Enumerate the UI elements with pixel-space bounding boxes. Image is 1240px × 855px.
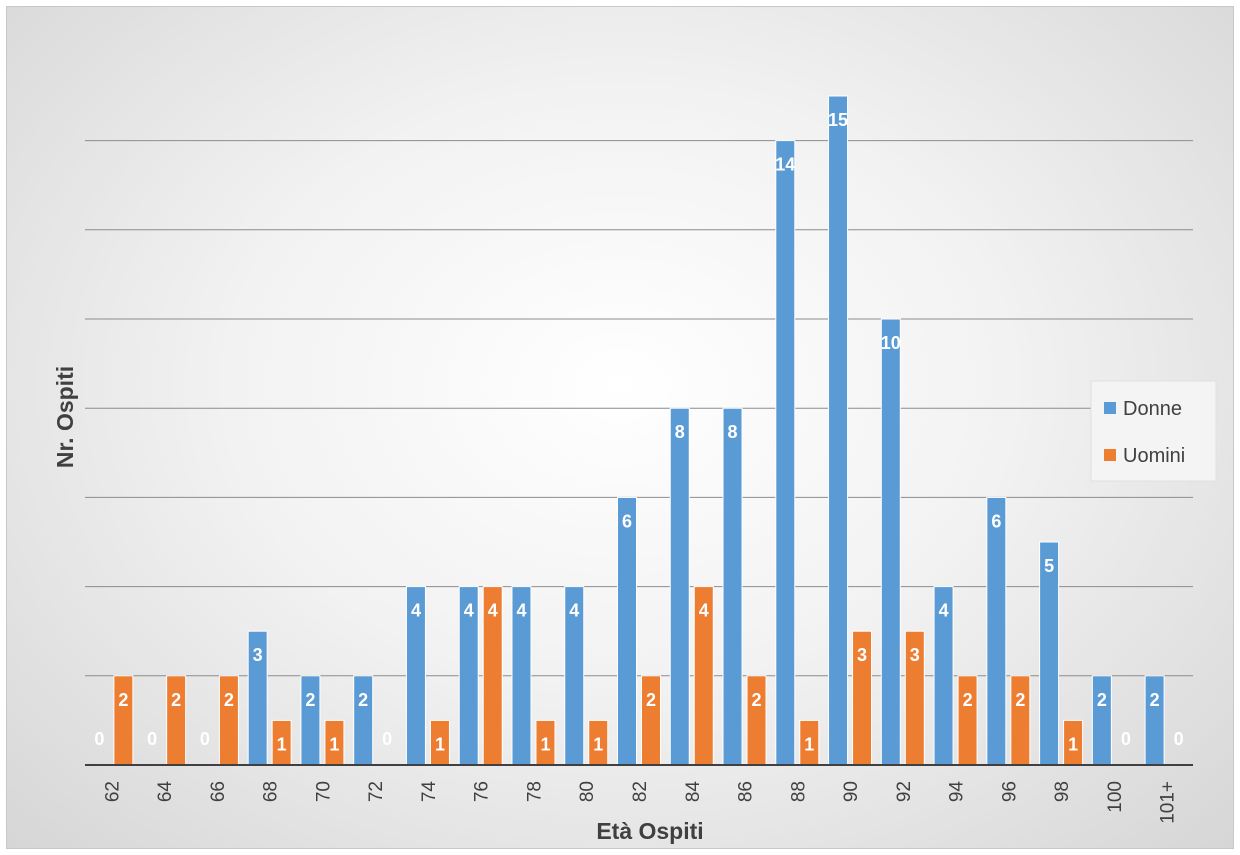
data-label-donne-92: 10 <box>881 333 901 353</box>
x-axis-title: Età Ospiti <box>596 818 703 844</box>
data-label-donne-72: 2 <box>358 690 368 710</box>
data-label-uomini-70: 1 <box>329 734 339 754</box>
data-label-donne-78: 4 <box>516 601 526 621</box>
data-label-uomini-72: 0 <box>382 729 392 749</box>
data-label-uomini-84: 4 <box>699 601 709 621</box>
data-label-uomini-86: 2 <box>752 690 762 710</box>
data-label-uomini-68: 1 <box>277 734 287 754</box>
x-tick-label: 92 <box>894 781 915 802</box>
x-tick-label: 80 <box>577 781 598 802</box>
data-label-uomini-101+: 0 <box>1174 729 1184 749</box>
data-label-donne-74: 4 <box>411 601 421 621</box>
bar-donne-92 <box>880 318 901 766</box>
x-tick-label: 86 <box>736 781 757 802</box>
x-tick-label: 66 <box>208 781 229 802</box>
data-label-donne-90: 15 <box>828 110 848 130</box>
data-label-uomini-92: 3 <box>910 645 920 665</box>
data-label-uomini-88: 1 <box>804 734 814 754</box>
data-label-uomini-90: 3 <box>857 645 867 665</box>
x-tick-label: 90 <box>841 781 862 802</box>
data-label-uomini-100: 0 <box>1121 729 1131 749</box>
data-label-donne-64: 0 <box>147 729 157 749</box>
x-tick-label: 70 <box>313 781 334 802</box>
gridlines <box>85 140 1193 677</box>
data-label-uomini-82: 2 <box>646 690 656 710</box>
x-tick-label: 72 <box>366 781 387 802</box>
x-tick-label: 88 <box>788 781 809 802</box>
data-label-donne-96: 6 <box>991 511 1001 531</box>
legend-swatch-donne <box>1104 402 1116 414</box>
data-label-donne-82: 6 <box>622 511 632 531</box>
x-tick-label: 84 <box>683 781 704 803</box>
x-tick-labels: 62 64 66 68 70 72 74 76 78 80 82 84 86 88 90 92 94 96 98 10… <box>102 781 1178 824</box>
x-tick-label: 64 <box>155 781 176 803</box>
data-label-donne-68: 3 <box>253 645 263 665</box>
x-tick-label: 76 <box>472 781 493 802</box>
data-label-uomini-74: 1 <box>435 734 445 754</box>
x-tick-label: 82 <box>630 781 651 802</box>
bar-donne-88 <box>775 140 796 766</box>
data-label-uomini-98: 1 <box>1068 734 1078 754</box>
x-tick-label: 74 <box>419 781 440 803</box>
data-label-donne-76: 4 <box>464 601 474 621</box>
data-label-donne-80: 4 <box>569 601 579 621</box>
data-label-donne-66: 0 <box>200 729 210 749</box>
data-label-uomini-78: 1 <box>540 734 550 754</box>
legend-label-uomini: Uomini <box>1123 445 1185 467</box>
data-label-uomini-66: 2 <box>224 690 234 710</box>
bar-donne-84 <box>669 407 690 766</box>
x-tick-label: 101+ <box>1158 781 1179 824</box>
data-label-uomini-96: 2 <box>1015 690 1025 710</box>
x-tick-label: 62 <box>102 781 123 802</box>
bars <box>113 95 1165 766</box>
legend-swatch-uomini <box>1104 449 1116 461</box>
legend-label-donne: Donne <box>1123 398 1182 420</box>
data-label-uomini-64: 2 <box>171 690 181 710</box>
bar-donne-82 <box>617 496 637 766</box>
data-label-donne-98: 5 <box>1044 556 1054 576</box>
data-label-uomini-62: 2 <box>118 690 128 710</box>
chart-area: 0 2 0 2 0 2 3 1 2 1 2 0 4 1 4 4 4 1 4 1 6 2 8 4 8 2 14 1 15 3 10 3 4 2 6 2 5… <box>6 6 1234 849</box>
x-tick-label: 78 <box>524 781 545 802</box>
data-label-donne-62: 0 <box>94 729 104 749</box>
data-label-donne-84: 8 <box>675 422 685 442</box>
bar-donne-86 <box>722 407 743 766</box>
data-label-uomini-80: 1 <box>593 734 603 754</box>
x-tick-label: 94 <box>947 781 968 803</box>
data-label-donne-100: 2 <box>1097 690 1107 710</box>
data-label-donne-101+: 2 <box>1150 690 1160 710</box>
data-label-donne-94: 4 <box>939 601 949 621</box>
y-axis-title: Nr. Ospiti <box>52 366 78 468</box>
bar-donne-96 <box>986 496 1007 766</box>
data-label-donne-70: 2 <box>305 690 315 710</box>
x-tick-label: 96 <box>999 781 1020 802</box>
x-tick-label: 98 <box>1052 781 1073 802</box>
data-label-donne-86: 8 <box>728 422 738 442</box>
x-tick-label: 100 <box>1105 781 1126 813</box>
data-label-uomini-76: 4 <box>488 601 498 621</box>
legend-box <box>1090 380 1217 482</box>
data-label-donne-88: 14 <box>775 155 795 175</box>
x-tick-label: 68 <box>261 781 282 802</box>
legend: Donne Uomini <box>1090 380 1217 482</box>
bar-donne-90 <box>828 95 849 766</box>
data-label-uomini-94: 2 <box>963 690 973 710</box>
